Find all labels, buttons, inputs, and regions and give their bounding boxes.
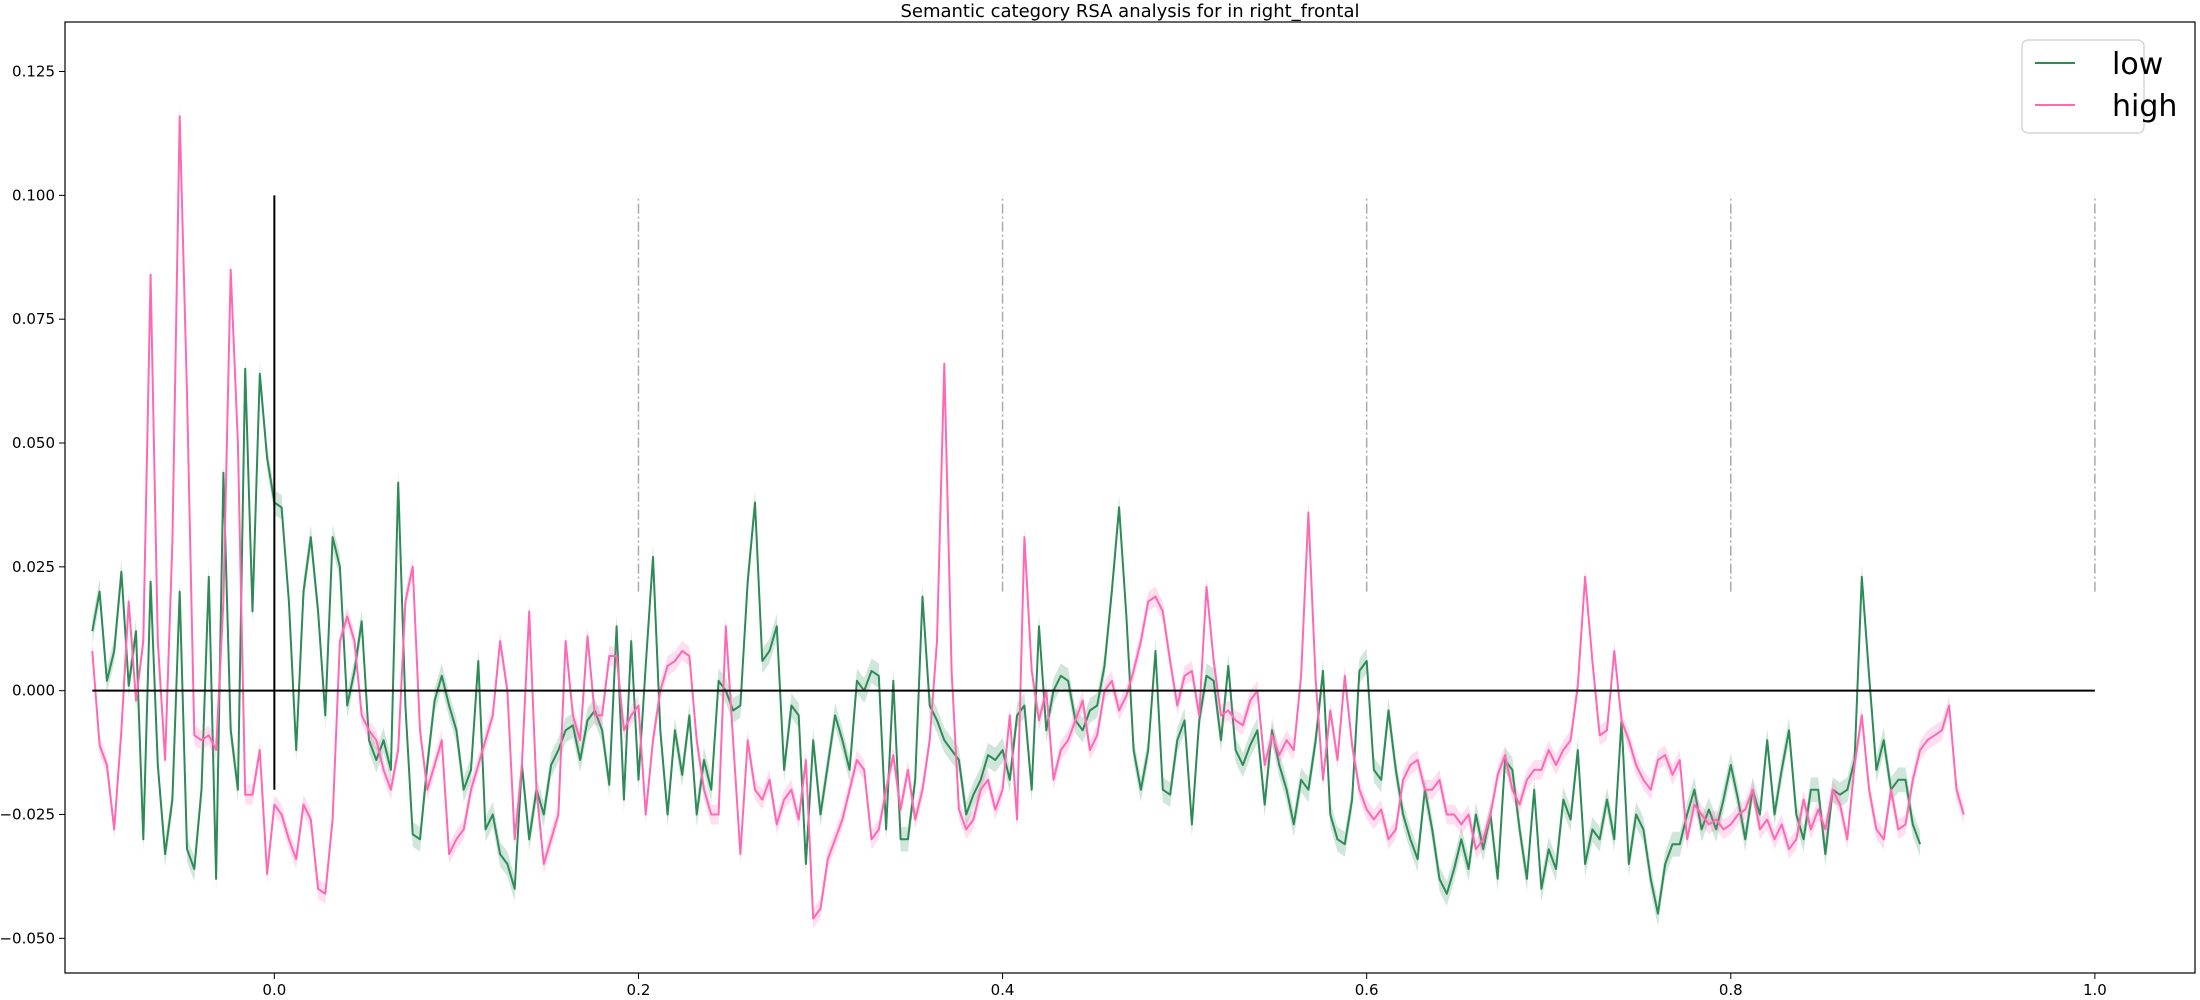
series-line-low <box>91 367 1922 915</box>
x-tick-label: 0.8 <box>1719 981 1743 999</box>
y-tick-label: 0.050 <box>12 434 55 452</box>
x-tick-label: 1.0 <box>2083 981 2107 999</box>
plot-area <box>91 106 2096 929</box>
y-tick-label: 0.025 <box>12 558 55 576</box>
x-axis: 0.0 0.2 0.4 0.6 0.8 1.0 <box>262 973 2107 999</box>
legend: low high <box>2021 39 2177 134</box>
y-tick-label: 0.100 <box>12 186 55 204</box>
y-tick-label: 0.075 <box>12 310 55 328</box>
axes-frame <box>64 21 2196 974</box>
x-tick-label: 0.2 <box>627 981 651 999</box>
y-tick-label: −0.025 <box>0 806 55 824</box>
y-tick-label: 0.125 <box>12 63 55 81</box>
x-tick-label: 0.0 <box>262 981 286 999</box>
series-line-high <box>91 115 1965 920</box>
legend-label-high: high <box>2112 89 2177 124</box>
x-tick-label: 0.6 <box>1355 981 1379 999</box>
legend-label-low: low <box>2112 47 2163 82</box>
chart-title: Semantic category RSA analysis for in ri… <box>900 1 1359 22</box>
x-tick-label: 0.4 <box>991 981 1015 999</box>
y-axis: −0.050 −0.025 0.000 0.025 0.050 0.075 0.100 0.1… <box>0 63 65 947</box>
y-tick-label: −0.050 <box>0 929 55 947</box>
y-tick-label: 0.000 <box>12 682 55 700</box>
